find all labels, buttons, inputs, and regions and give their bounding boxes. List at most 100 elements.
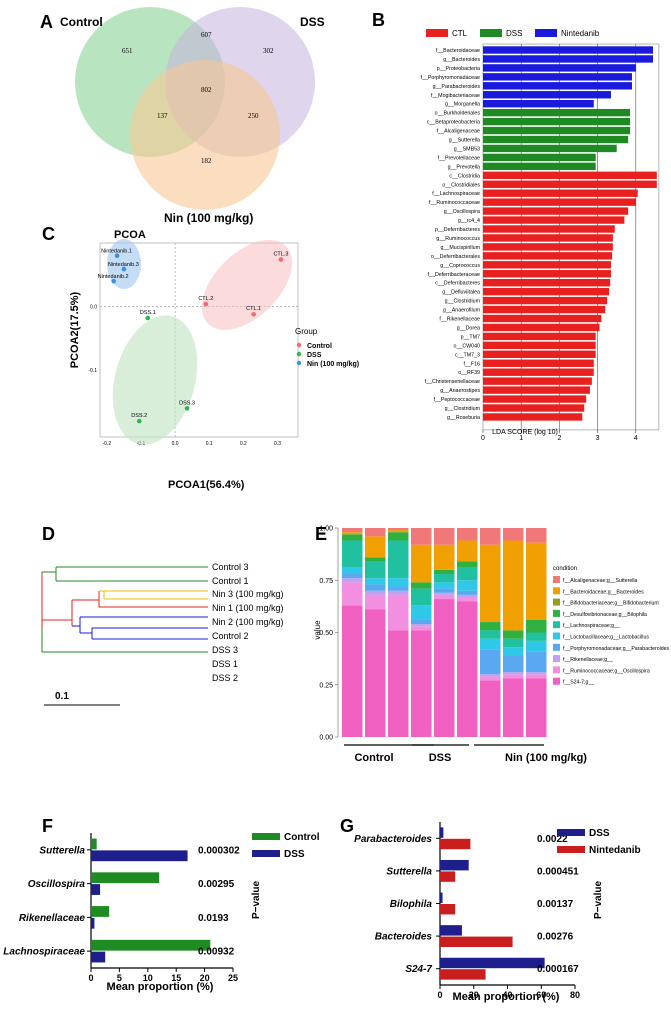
stack-legend-f-alcaligenaceae-g-sutterella: f__Alcaligenaceae;g__Sutterella <box>563 578 638 584</box>
lda-legend-ctl-swatch <box>426 29 448 37</box>
lda-bar-f-lachnospiraceae <box>483 189 638 197</box>
lda-label-p-deferribacteres: p__Deferribacteres <box>435 227 480 233</box>
stack-legend-f-lachnospiraceae-g: f__Lachnospiraceae;g__ <box>563 623 620 629</box>
pcoa-legend-dss: DSS <box>307 352 322 359</box>
stack-seg-0-f-s24-7-g <box>342 605 363 737</box>
panel-b-letter: B <box>372 10 385 30</box>
g-chart-p-parabacteroides: 0.0022 <box>537 834 568 845</box>
lda-label-g-sutterella: g__Sutterella <box>449 138 480 144</box>
stack-seg-6-f-s24-7-g <box>480 680 501 737</box>
lda-label-f-rikenellaceae: f__Rikenellaceae <box>439 317 480 323</box>
stack-seg-1-f-s24-7-g <box>365 609 386 737</box>
lda-label-g-oscillospira: g__Oscillospira <box>444 209 480 215</box>
stack-seg-6-f-desulfovibrionaceae-g-bilophila <box>480 622 501 631</box>
f-chart-p-sutterella: 0.000302 <box>198 845 240 856</box>
lda-label-f-bacteroidaceae: f__Bacteroidaceae <box>436 48 480 54</box>
stack-y-tick-label: 0.50 <box>319 630 333 637</box>
stack-seg-2-f-bacteroidaceae-g-bacteroides <box>388 530 409 533</box>
lda-bar-f-f16 <box>483 359 594 367</box>
stack-seg-1-f-lactobacillaceae-g-lactobacillus <box>365 578 386 585</box>
stack-seg-7-f-rikenellaceae-g <box>503 672 524 675</box>
stack-seg-6-f-lactobacillaceae-g-lactobacillus <box>480 638 501 650</box>
dendro-leaf-nin-3: Nin 3 (100 mg/kg) <box>212 589 284 599</box>
lda-label-g-mucispirillum: g__Mucispirillum <box>441 245 481 251</box>
stack-seg-4-f-bacteroidaceae-g-bacteroides <box>434 544 455 570</box>
dendro-leaf-control-3: Control 3 <box>212 562 249 572</box>
g-chart-bar-nintedanib-s24-7 <box>440 969 486 980</box>
lda-tick-label: 4 <box>634 435 638 442</box>
dendro-leaf-dss-2: DSS 2 <box>212 673 238 683</box>
stack-legend: f__Alcaligenaceae;g__Sutterella f__Bacter… <box>553 576 670 686</box>
stack-seg-1-f-bacteroidaceae-g-bacteroides <box>365 536 386 558</box>
stack-seg-2-f-lachnospiraceae-g <box>388 540 409 579</box>
f-chart-cat-rikenellaceae: Rikenellaceae <box>19 913 86 924</box>
lda-bar-g-clostridium <box>483 404 585 412</box>
lda-bar-c-tm7-3 <box>483 350 596 358</box>
stack-seg-7-f-bacteroidaceae-g-bacteroides <box>503 540 524 631</box>
f-chart-x-tick-label: 10 <box>143 973 153 983</box>
lda-bar-o-cw040 <box>483 341 596 350</box>
stack-seg-3-f-desulfovibrionaceae-g-bilophila <box>411 582 432 589</box>
g-chart-cat-s24-7: S24-7 <box>405 964 432 975</box>
lda-label-o-cw040: o__CW040 <box>454 343 481 349</box>
f-chart-bar-control-oscillospira <box>91 872 160 884</box>
pcoa-x-tick: 0.0 <box>172 441 179 447</box>
venn-count-control-dss: 607 <box>201 31 212 39</box>
pcoa-frame <box>99 242 299 438</box>
stack-seg-2-f-s24-7-g <box>388 630 409 737</box>
lda-bar-g-prevotella <box>483 162 596 171</box>
stack-seg-5-f-ruminococcaceae-g-oscillospira <box>457 596 478 602</box>
lda-bar-f-bacteroidaceae <box>483 46 653 54</box>
dendro-scale-label: 0.1 <box>55 691 69 702</box>
venn-count-all: 802 <box>201 86 212 94</box>
stack-seg-5-f-desulfovibrionaceae-g-bilophila <box>457 561 478 568</box>
stack-axes: 0.00 0.25 0.50 0.75 1.00 <box>319 526 339 742</box>
f-chart-p-oscillospira: 0.00295 <box>198 879 235 890</box>
lda-label-c-clostridia: c__Clostridia <box>449 173 480 179</box>
stack-seg-4-f-rikenellaceae-g <box>434 592 455 595</box>
lda-label-o-burkholderiales: o__Burkholderiales <box>435 111 481 117</box>
panel-c-letter: C <box>42 224 55 244</box>
lda-bar-g-anaerofilum <box>483 305 606 314</box>
stack-seg-2-f-ruminococcaceae-g-oscillospira <box>388 594 409 631</box>
stack-seg-6-f-ruminococcaceae-g-oscillospira <box>480 676 501 681</box>
stack-seg-0-f-ruminococcaceae-g-oscillospira <box>342 582 363 606</box>
lda-label-o-clostridiales: o__Clostridiales <box>442 182 480 188</box>
pcoa-point-label-ctl-2: CTL.2 <box>198 296 213 302</box>
stack-y-tick-label: 0.00 <box>319 735 333 742</box>
pcoa-point-dss-1 <box>145 315 151 321</box>
lda-label-g-smb53: g__SMB53 <box>454 146 480 152</box>
lda-category-labels: f__Bacteroidaceae g__Bacteroides p__Proteo… <box>421 48 481 421</box>
pcoa-point-label-ctl-1: CTL.1 <box>246 306 261 312</box>
g-x-label: Mean proportion (%) <box>453 991 560 1003</box>
pcoa-ellipse-control <box>202 240 292 330</box>
pcoa-point-label-dss-3: DSS.3 <box>179 400 195 406</box>
lda-tick-label: 2 <box>557 435 561 442</box>
g-chart-cat-parabacteroides: Parabacteroides <box>354 834 432 845</box>
lda-label-g-defluviitalea: g__Defluviitalea <box>442 290 480 296</box>
g-legend-nin-swatch <box>557 846 585 853</box>
venn-count-control-nin: 137 <box>157 112 168 120</box>
lda-x-ticks: 0 1 2 3 4 <box>481 429 638 442</box>
stack-legend-swatch-f-s24-7-g <box>553 677 560 685</box>
lda-label-g-dorea: g__Dorea <box>457 325 480 331</box>
stack-seg-0-f-rikenellaceae-g <box>342 578 363 583</box>
stack-seg-3-f-alcaligenaceae-g-sutterella <box>411 528 432 545</box>
venn-count-dss-nin: 250 <box>248 112 259 120</box>
stack-group-nin: Nin (100 mg/kg) <box>505 752 587 764</box>
f-chart-x-tick-label: 20 <box>200 973 210 983</box>
stack-bars <box>342 528 547 737</box>
stack-seg-8-f-s24-7-g <box>526 678 547 737</box>
stack-seg-5-f-lachnospiraceae-g <box>457 567 478 581</box>
f-x-label: Mean proportion (%) <box>107 981 214 993</box>
stack-seg-6-f-alcaligenaceae-g-sutterella <box>480 528 501 545</box>
stack-legend-f-bifidobacteriaceae-g-bifidobacterium: f__Bifidobacteriaceae;g__Bifidobacterium <box>563 601 659 607</box>
lda-bar-f-ruminococcaceae <box>483 198 636 206</box>
stack-seg-0-f-bacteroidaceae-g-bacteroides <box>342 532 363 535</box>
stack-y-label: value <box>313 620 322 640</box>
dendro-leaf-control-2: Control 2 <box>212 631 249 641</box>
lda-bar-p-proteobacteria <box>483 64 636 72</box>
g-chart-x-tick-label: 40 <box>502 990 512 1000</box>
pcoa-legend-title: Group <box>295 327 318 336</box>
f-chart-p-lachnospiraceae: 0.00932 <box>198 947 235 958</box>
